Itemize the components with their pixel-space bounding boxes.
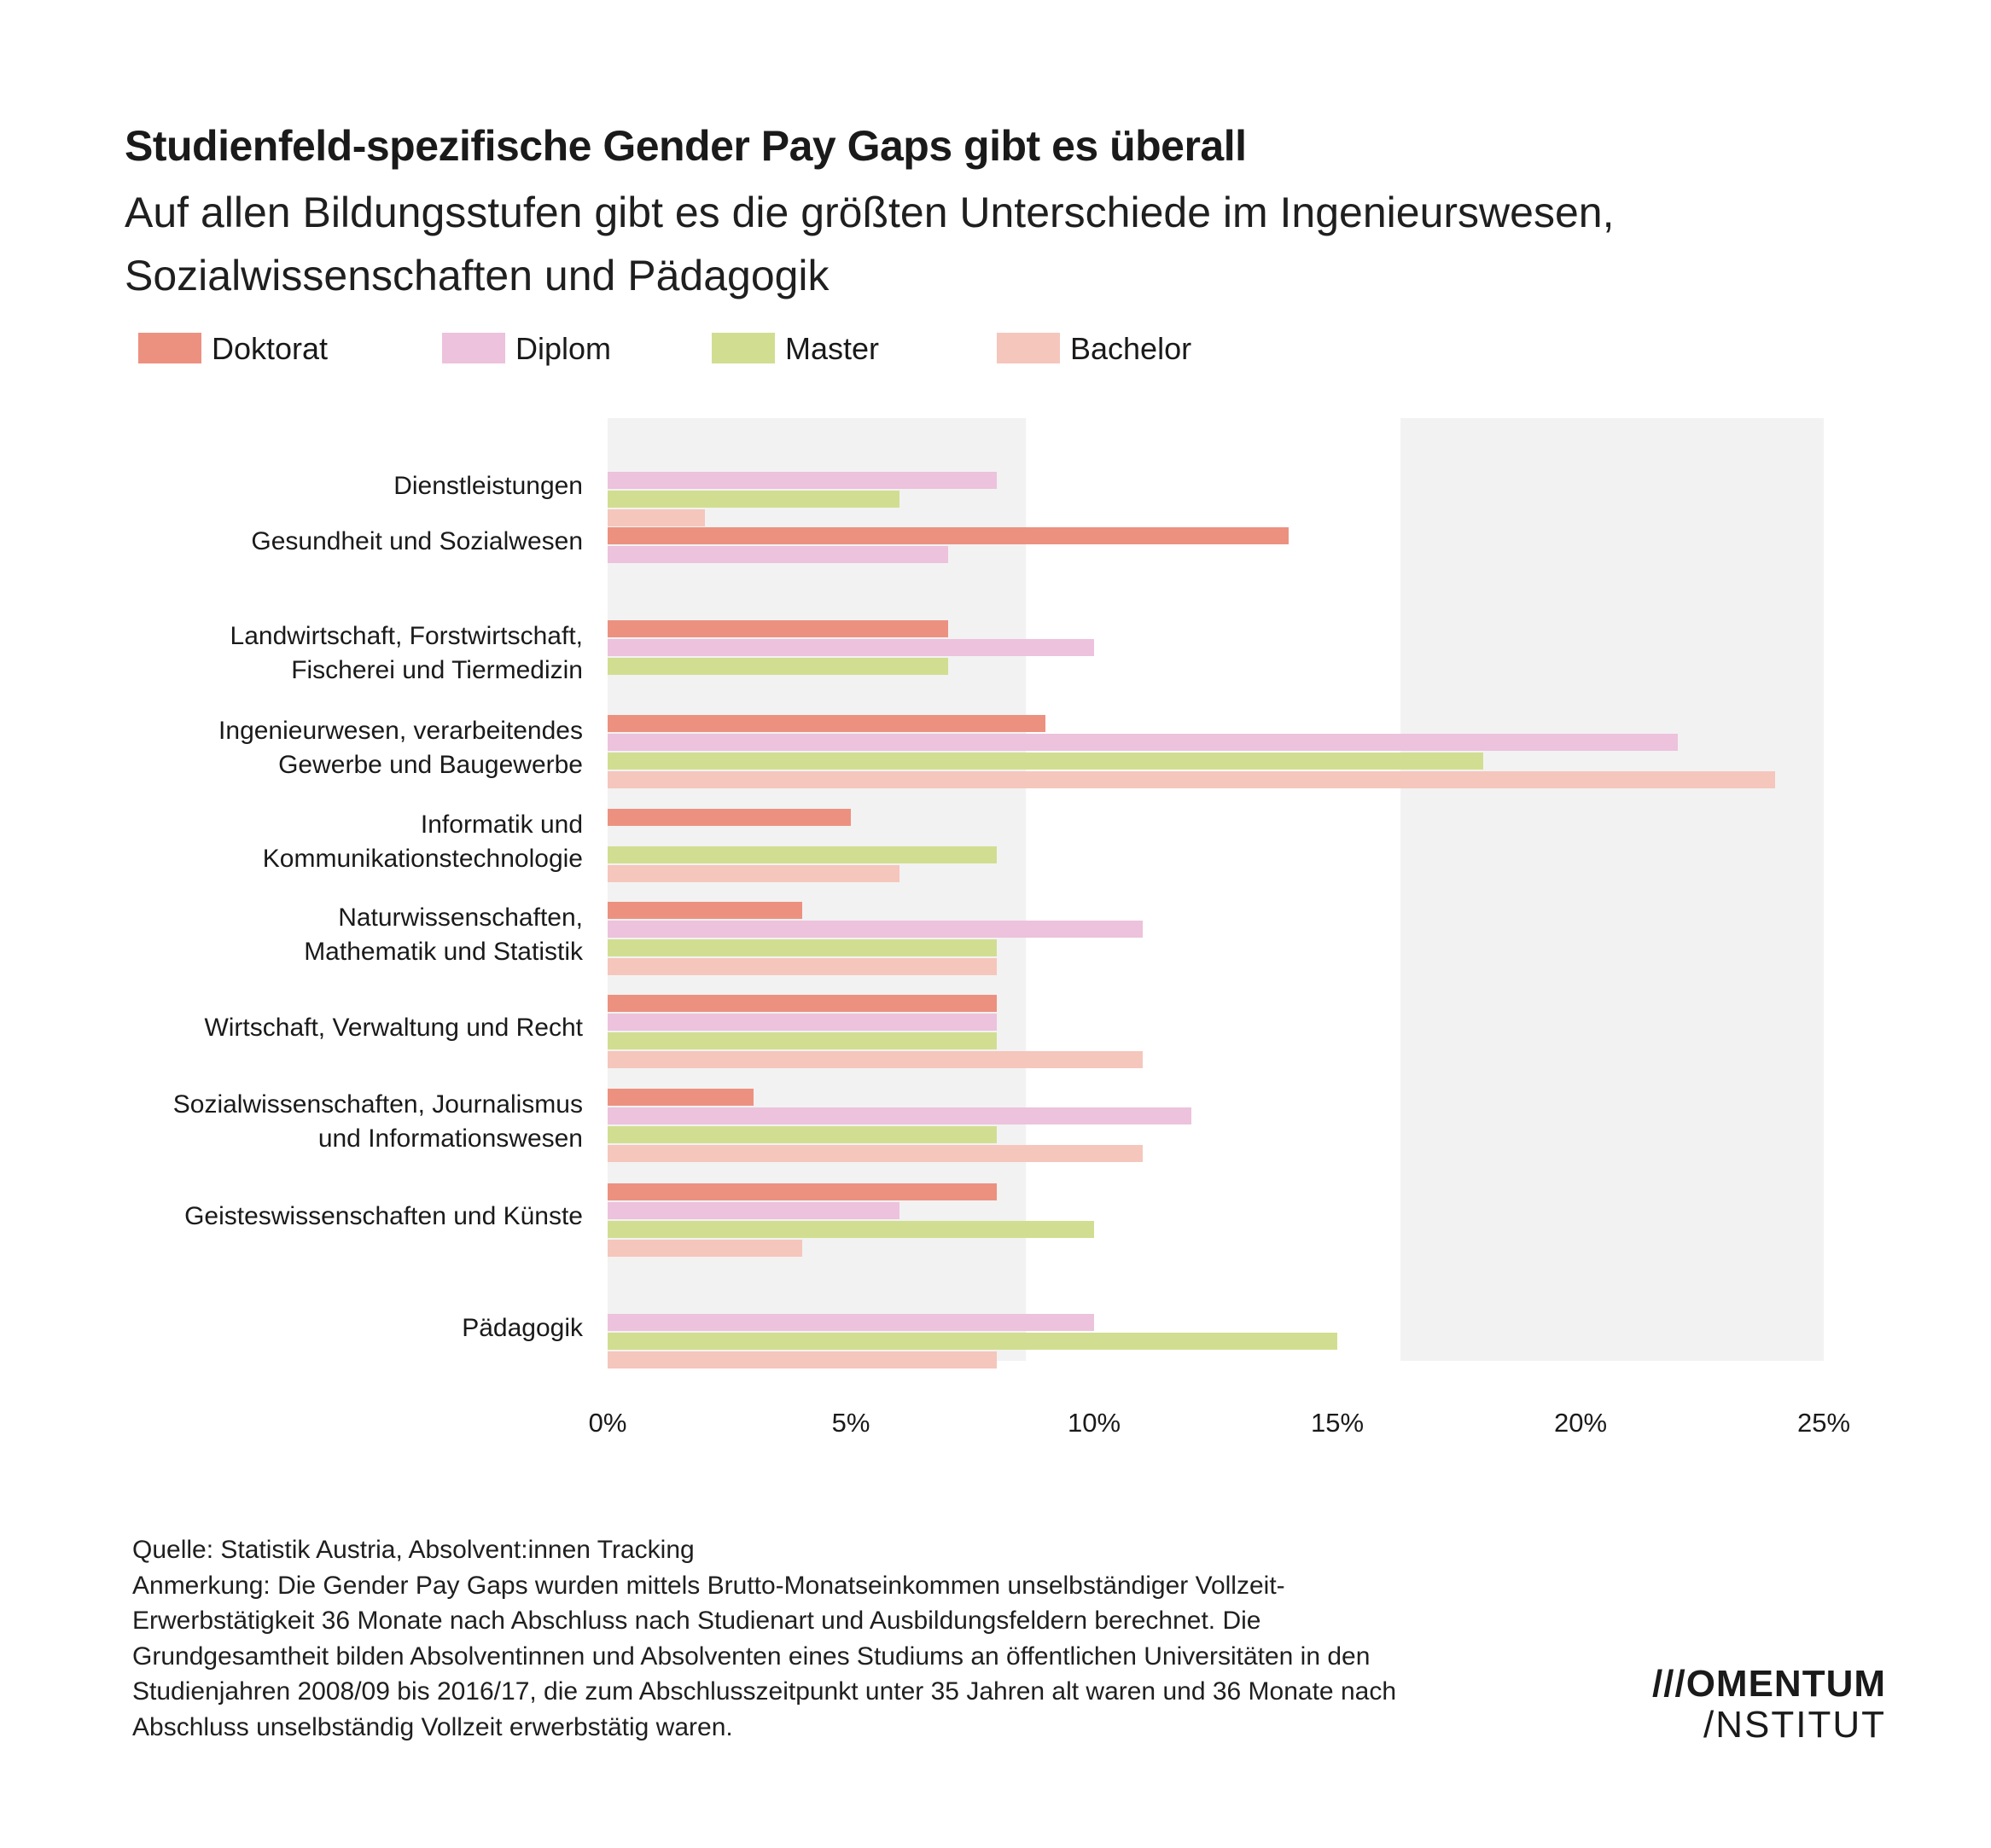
bar-master-4 <box>608 846 997 863</box>
bar-doktorat-4 <box>608 809 851 826</box>
background-band-1 <box>1400 418 1824 1361</box>
bar-master-8 <box>608 1221 1094 1238</box>
logo-line-1: ///OMENTUM <box>1652 1663 1886 1705</box>
bar-master-6 <box>608 1032 997 1049</box>
bar-doktorat-8 <box>608 1183 997 1200</box>
category-label-5-line-0: Naturwissenschaften, <box>338 904 583 932</box>
bar-doktorat-7 <box>608 1089 754 1106</box>
bar-master-2 <box>608 658 948 675</box>
category-label-1: Gesundheit und Sozialwesen <box>251 527 583 555</box>
bar-diplom-8 <box>608 1202 899 1219</box>
bar-master-3 <box>608 753 1483 770</box>
bar-doktorat-2 <box>608 620 948 637</box>
bar-diplom-6 <box>608 1014 997 1031</box>
bar-diplom-2 <box>608 639 1094 656</box>
bar-master-0 <box>608 491 899 508</box>
bar-bachelor-7 <box>608 1145 1143 1162</box>
bar-diplom-9 <box>608 1314 1094 1331</box>
bar-bachelor-6 <box>608 1051 1143 1068</box>
bar-bachelor-4 <box>608 865 899 882</box>
category-label-2-line-0: Landwirtschaft, Forstwirtschaft, <box>230 622 583 650</box>
legend-label-doktorat: Doktorat <box>212 331 329 366</box>
legend-swatch-diplom <box>442 333 505 363</box>
bar-bachelor-5 <box>608 958 997 975</box>
bar-doktorat-5 <box>608 902 802 919</box>
bar-bachelor-9 <box>608 1351 997 1369</box>
chart-title: Studienfeld-spezifische Gender Pay Gaps … <box>125 122 1247 170</box>
category-label-4-line-0: Informatik und <box>421 811 583 839</box>
chart-subtitle: Auf allen Bildungsstufen gibt es die grö… <box>125 189 1615 299</box>
bar-diplom-3 <box>608 734 1678 751</box>
legend-label-master: Master <box>785 331 880 366</box>
source-note: Quelle: Statistik Austria, Absolvent:inn… <box>132 1536 695 1564</box>
x-tick-label-4: 20% <box>1554 1408 1607 1438</box>
bar-master-9 <box>608 1333 1337 1350</box>
x-tick-label-0: 0% <box>589 1408 627 1438</box>
x-tick-label-3: 15% <box>1311 1408 1364 1438</box>
category-label-3-line-1: Gewerbe und Baugewerbe <box>278 751 583 779</box>
x-tick-label-2: 10% <box>1068 1408 1121 1438</box>
logo-line-2: /NSTITUT <box>1703 1704 1886 1746</box>
legend-swatch-master <box>712 333 775 363</box>
bar-doktorat-1 <box>608 527 1289 544</box>
legend-label-bachelor: Bachelor <box>1070 331 1192 366</box>
bar-chart: Dienstleistungen Gesundheit und Sozialwes… <box>173 418 1850 1438</box>
bar-bachelor-3 <box>608 771 1775 788</box>
category-label-2-line-1: Fischerei und Tiermedizin <box>291 656 583 684</box>
x-tick-label-1: 5% <box>832 1408 870 1438</box>
category-label-9: Pädagogik <box>462 1314 584 1342</box>
bar-diplom-7 <box>608 1107 1191 1124</box>
bar-diplom-5 <box>608 921 1143 938</box>
category-label-5-line-1: Mathematik und Statistik <box>304 938 584 966</box>
category-label-3-line-0: Ingenieurwesen, verarbeitendes <box>218 717 583 745</box>
category-label-7-line-0: Sozialwissenschaften, Journalismus <box>173 1090 583 1119</box>
bar-doktorat-6 <box>608 995 997 1012</box>
momentum-institut-logo: ///OMENTUM /NSTITUT <box>1630 1664 1886 1746</box>
category-label-0: Dienstleistungen <box>393 472 583 500</box>
category-label-4-line-1: Kommunikationstechnologie <box>263 845 583 873</box>
bar-master-5 <box>608 939 997 956</box>
footnote: Quelle: Statistik Austria, Absolvent:inn… <box>132 1532 1464 1745</box>
legend-swatch-doktorat <box>138 333 201 363</box>
legend-label-diplom: Diplom <box>515 331 612 366</box>
category-label-8: Geisteswissenschaften und Künste <box>184 1202 583 1230</box>
method-note: Anmerkung: Die Gender Pay Gaps wurden mi… <box>132 1571 1397 1741</box>
bar-master-7 <box>608 1126 997 1143</box>
category-label-6: Wirtschaft, Verwaltung und Recht <box>204 1014 583 1042</box>
bar-diplom-1 <box>608 546 948 563</box>
x-tick-label-5: 25% <box>1797 1408 1850 1438</box>
legend-swatch-bachelor <box>997 333 1060 363</box>
bar-diplom-0 <box>608 472 997 489</box>
bar-bachelor-8 <box>608 1240 802 1257</box>
bar-bachelor-0 <box>608 509 705 526</box>
bar-doktorat-3 <box>608 715 1045 732</box>
category-label-7-line-1: und Informationswesen <box>318 1124 583 1153</box>
